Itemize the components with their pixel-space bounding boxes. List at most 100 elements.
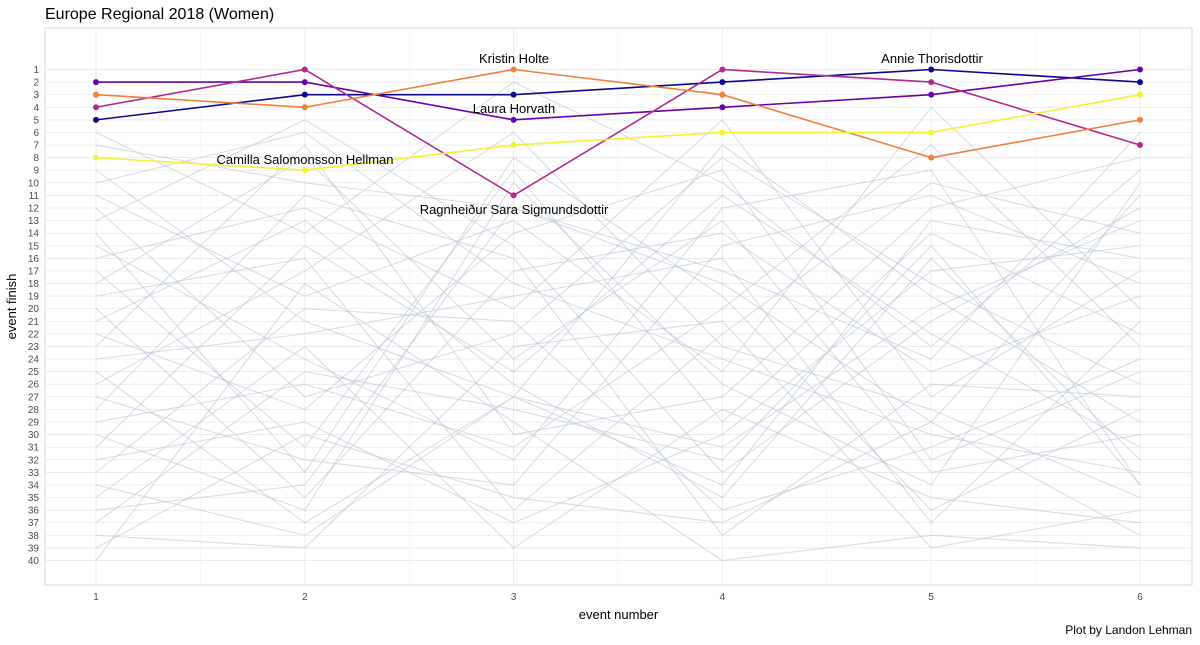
background-series-line [95,421,1141,549]
series-point [93,154,99,161]
y-tick-label: 23 [28,342,40,353]
background-series-line [95,194,1141,537]
series-point [301,66,308,73]
background-series-line [95,169,1141,448]
y-tick-label: 12 [28,203,40,214]
y-tick-label: 36 [28,506,40,517]
y-tick-label: 34 [28,480,40,491]
background-series-line [95,119,1141,398]
y-tick-label: 8 [33,153,39,164]
y-tick-label: 29 [28,418,40,429]
background-series-line [95,308,1141,511]
series-point [928,79,935,86]
y-tick-label: 22 [28,329,40,340]
x-axis-label: event number [579,607,659,622]
y-axis-ticks: 1234567891011121314151617181920212223242… [28,65,40,567]
background-series-line [95,119,1141,474]
background-series-line [95,156,1141,398]
plot-border [44,27,1193,586]
series-point [719,91,726,98]
y-tick-label: 20 [28,304,40,315]
series-point [510,116,517,123]
x-tick-label: 4 [720,592,726,603]
background-series-line [95,282,1141,562]
series-line [95,68,1141,197]
y-tick-label: 3 [33,90,39,101]
y-tick-label: 7 [33,141,39,152]
y-tick-label: 2 [33,78,39,89]
background-series-line [95,144,1141,536]
series-point [301,104,308,111]
series-point [719,66,726,73]
series-point [93,91,99,98]
y-tick-label: 30 [28,430,40,441]
background-series-line [95,156,1141,511]
background-series-line [95,194,1141,448]
background-series-line [95,257,1141,524]
y-tick-label: 6 [33,128,39,139]
series-point [301,167,308,174]
background-series-line [95,320,1141,549]
series-point [928,129,935,136]
y-tick-label: 21 [28,317,40,328]
series-point [510,66,517,73]
y-tick-label: 16 [28,254,40,265]
series-point [1137,66,1143,73]
series-point [93,116,99,123]
y-tick-label: 25 [28,367,40,378]
series-line [95,68,1141,159]
y-tick-label: 15 [28,241,40,252]
y-tick-label: 18 [28,279,40,290]
athlete-label: Camilla Salomonsson Hellman [216,152,393,167]
background-series-line [95,345,1141,549]
background-lines [95,81,1141,562]
series-point [719,104,726,111]
series-point [719,129,726,136]
y-tick-label: 26 [28,380,40,391]
y-tick-label: 17 [28,266,40,277]
y-tick-label: 4 [33,103,39,114]
series-point [510,91,517,98]
background-series-line [95,219,1141,499]
y-axis-label: event finish [4,274,19,340]
y-tick-label: 10 [28,178,40,189]
y-tick-label: 14 [28,229,40,240]
highlighted-lines [95,68,1141,197]
background-series-line [95,132,1141,511]
series-point [928,66,935,73]
y-tick-label: 24 [28,355,40,366]
y-tick-label: 35 [28,493,40,504]
x-tick-label: 2 [302,592,308,603]
y-tick-label: 13 [28,216,40,227]
y-tick-label: 5 [33,115,39,126]
series-line [95,68,1141,121]
background-series-line [95,144,1141,448]
series-point [1137,142,1143,149]
x-tick-label: 1 [93,592,99,603]
athlete-labels: Annie Thorisdottir Laura Horvath Ragnheiðu… [216,51,983,217]
y-tick-label: 37 [28,518,40,529]
series-point [301,79,308,86]
x-tick-label: 3 [511,592,517,603]
series-line [96,68,1141,121]
series-point [1137,79,1143,86]
y-tick-label: 31 [28,443,40,454]
athlete-label: Kristin Holte [479,51,549,66]
background-series-line [95,244,1141,524]
series-point [1137,91,1143,98]
series-point [93,104,99,111]
series-point [928,91,935,98]
x-axis-ticks: 1 2 3 4 5 6 [93,592,1143,603]
caption: Plot by Landon Lehman [1065,623,1192,637]
athlete-label: Laura Horvath [473,101,555,116]
series-point [301,91,308,98]
series-point [719,79,726,86]
y-tick-label: 32 [28,455,40,466]
y-tick-label: 40 [28,556,40,567]
y-tick-label: 39 [28,543,40,554]
series-point [928,154,935,161]
x-tick-label: 6 [1137,592,1143,603]
background-series-line [95,194,1141,486]
series-point [1137,116,1143,123]
